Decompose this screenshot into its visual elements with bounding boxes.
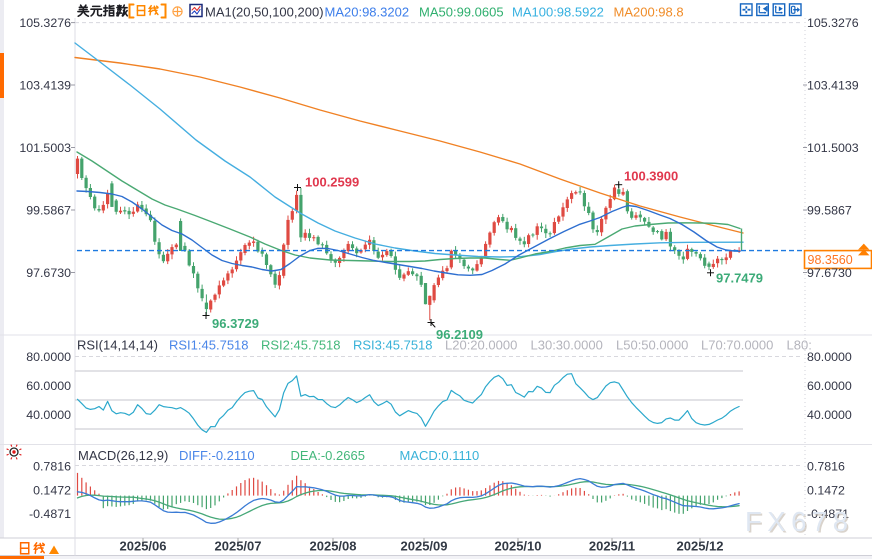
svg-text:100.2599: 100.2599 (305, 175, 359, 190)
svg-text:DEA:-0.2665: DEA:-0.2665 (291, 448, 365, 463)
svg-text:L80:: L80: (787, 338, 812, 353)
svg-text:105.3276: 105.3276 (19, 16, 71, 30)
svg-text:0.7816: 0.7816 (807, 460, 845, 474)
svg-text:RSI(14,14,14): RSI(14,14,14) (77, 338, 158, 353)
svg-text:96.3729: 96.3729 (212, 316, 259, 331)
svg-text:RSI3:45.7518: RSI3:45.7518 (353, 338, 433, 353)
svg-text:MA1(20,50,100,200): MA1(20,50,100,200) (205, 5, 324, 20)
svg-text:MA20:98.3202: MA20:98.3202 (325, 5, 410, 20)
svg-text:L20:20.0000: L20:20.0000 (445, 338, 517, 353)
svg-text:80.0000: 80.0000 (807, 350, 852, 364)
svg-text:2025/06: 2025/06 (120, 539, 167, 554)
svg-text:101.5003: 101.5003 (19, 141, 71, 155)
svg-text:RSI1:45.7518: RSI1:45.7518 (169, 338, 249, 353)
svg-text:L50:50.0000: L50:50.0000 (616, 338, 688, 353)
svg-text:L70:70.0000: L70:70.0000 (701, 338, 773, 353)
svg-text:98.3560: 98.3560 (808, 253, 853, 267)
svg-text:MACD:0.1110: MACD:0.1110 (400, 448, 480, 463)
svg-text:96.2109: 96.2109 (436, 327, 483, 342)
svg-text:99.5867: 99.5867 (26, 204, 71, 218)
svg-text:103.4139: 103.4139 (807, 79, 859, 93)
svg-text:2025/11: 2025/11 (589, 539, 635, 554)
svg-text:100.3900: 100.3900 (624, 169, 678, 184)
svg-text:60.0000: 60.0000 (26, 379, 71, 393)
svg-text:0.7816: 0.7816 (33, 460, 71, 474)
svg-text:DIFF:-0.2110: DIFF:-0.2110 (179, 448, 255, 463)
svg-text:2025/08: 2025/08 (310, 539, 357, 554)
svg-text:0.1472: 0.1472 (33, 484, 71, 498)
svg-text:40.0000: 40.0000 (26, 408, 71, 422)
svg-text:MA100:98.5922: MA100:98.5922 (512, 5, 604, 20)
svg-text:2025/10: 2025/10 (495, 539, 542, 554)
svg-text:RSI2:45.7518: RSI2:45.7518 (261, 338, 341, 353)
svg-text:40.0000: 40.0000 (807, 408, 852, 422)
svg-text:101.5003: 101.5003 (807, 141, 859, 155)
svg-text:-0.4871: -0.4871 (807, 507, 849, 521)
svg-text:L30:30.0000: L30:30.0000 (531, 338, 603, 353)
svg-text:97.6730: 97.6730 (26, 266, 71, 280)
svg-text:103.4139: 103.4139 (19, 79, 71, 93)
svg-text:97.6730: 97.6730 (807, 266, 852, 280)
svg-text:FX678: FX678 (747, 508, 856, 539)
svg-text:2025/07: 2025/07 (215, 539, 262, 554)
svg-text:2025/09: 2025/09 (401, 539, 448, 554)
svg-text:97.7479: 97.7479 (716, 271, 763, 286)
svg-text:MACD(26,12,9): MACD(26,12,9) (78, 448, 168, 463)
svg-text:-0.4871: -0.4871 (29, 507, 71, 521)
svg-text:MA50:99.0605: MA50:99.0605 (419, 5, 504, 20)
svg-text:80.0000: 80.0000 (26, 350, 71, 364)
svg-text:99.5867: 99.5867 (807, 204, 852, 218)
svg-text:FX678: FX678 (745, 506, 854, 537)
svg-text:105.3276: 105.3276 (807, 16, 859, 30)
svg-text:0.1472: 0.1472 (807, 484, 845, 498)
svg-text:MA200:98.8: MA200:98.8 (614, 5, 684, 20)
svg-text:60.0000: 60.0000 (807, 379, 852, 393)
svg-text:2025/12: 2025/12 (677, 539, 724, 554)
